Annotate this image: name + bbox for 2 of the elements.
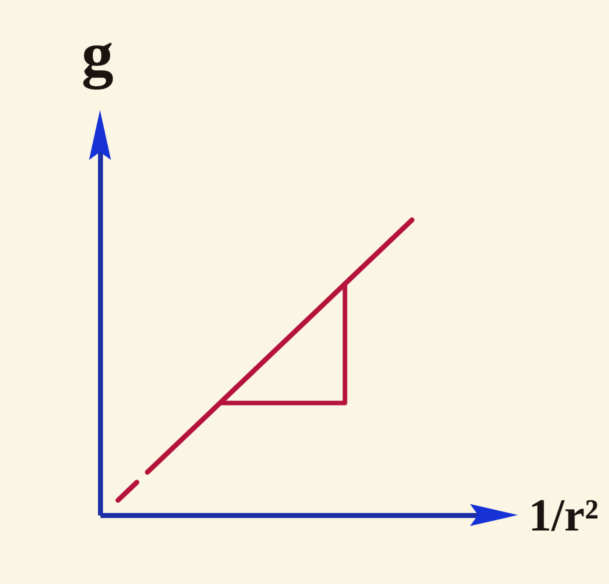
x-axis-title: 1/r² xyxy=(528,490,598,540)
y-axis-title: g xyxy=(82,18,114,90)
